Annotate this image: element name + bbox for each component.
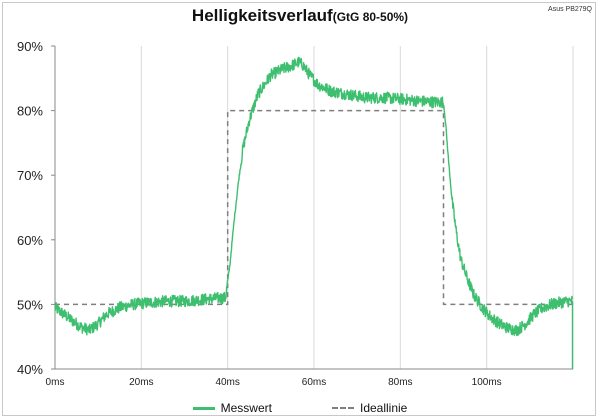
y-tick-label-2: 60% bbox=[17, 233, 43, 248]
grid-lines bbox=[140, 46, 574, 369]
legend-item-ideal: Ideallinie bbox=[331, 401, 408, 415]
legend-item-measured: Messwert bbox=[192, 401, 272, 415]
measured-line bbox=[54, 56, 574, 337]
x-tick-label-0: 0ms bbox=[46, 377, 65, 388]
legend-swatch-measured bbox=[192, 406, 215, 410]
axes bbox=[51, 45, 573, 370]
legend-swatch-ideal bbox=[331, 407, 354, 409]
y-tick-labels: 40% 50% 60% 70% 80% 90% bbox=[17, 39, 43, 377]
legend-label-measured: Messwert bbox=[220, 401, 272, 415]
chart-subtitle: (GtG 80-50%) bbox=[332, 10, 409, 24]
chart-frame bbox=[2, 2, 596, 416]
x-tick-label-2: 40ms bbox=[215, 377, 239, 388]
y-tick-label-5: 90% bbox=[17, 39, 43, 54]
y-tick-label-3: 70% bbox=[17, 168, 43, 183]
monitor-model-label: Asus PB279Q bbox=[548, 6, 592, 13]
chart-title: Helligkeitsverlauf(GtG 80-50%) bbox=[0, 6, 600, 26]
x-tick-labels: 0ms 20ms 40ms 60ms 80ms 100ms bbox=[46, 377, 502, 388]
x-tick-label-1: 20ms bbox=[129, 377, 153, 388]
chart-title-main: Helligkeitsverlauf bbox=[191, 6, 333, 25]
y-tick-label-0: 40% bbox=[17, 362, 43, 377]
y-tick-label-1: 50% bbox=[17, 297, 43, 312]
x-tick-label-3: 60ms bbox=[302, 377, 326, 388]
legend: Messwert Ideallinie bbox=[0, 399, 600, 417]
x-tick-label-4: 80ms bbox=[388, 377, 412, 388]
legend-label-ideal: Ideallinie bbox=[359, 401, 408, 415]
x-tick-label-5: 100ms bbox=[472, 377, 502, 388]
series-lines bbox=[54, 56, 574, 369]
y-tick-label-4: 80% bbox=[17, 104, 43, 119]
